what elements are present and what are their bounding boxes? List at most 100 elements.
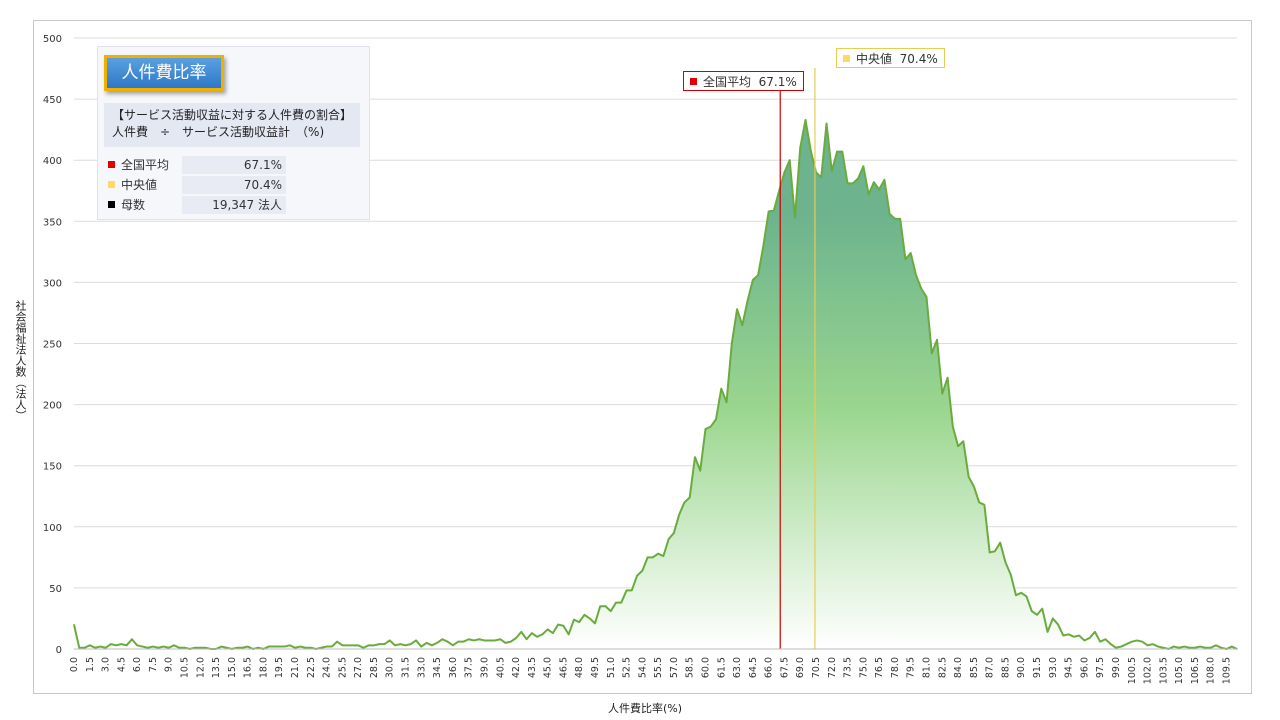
chart-frame — [33, 20, 1252, 694]
data-point — [968, 476, 970, 478]
data-point — [94, 647, 96, 649]
data-point — [515, 637, 517, 639]
data-point — [294, 647, 296, 649]
data-point — [799, 147, 801, 149]
y-tick-label: 400 — [43, 156, 62, 167]
data-point — [862, 165, 864, 167]
data-point — [973, 485, 975, 488]
data-point — [941, 393, 943, 395]
data-point — [978, 501, 980, 503]
data-point — [431, 644, 433, 646]
y-tick-label: 350 — [43, 217, 62, 228]
data-point — [710, 425, 712, 428]
data-point — [89, 644, 91, 646]
y-tick-label: 50 — [49, 584, 62, 595]
data-point — [273, 645, 275, 648]
data-point — [641, 570, 643, 572]
data-point — [520, 631, 522, 633]
data-point — [478, 638, 480, 640]
x-tick-label: 100.5 — [1127, 657, 1138, 684]
x-tick-label: 76.5 — [874, 657, 885, 678]
data-point — [841, 151, 843, 153]
data-point — [1068, 633, 1070, 635]
data-point — [668, 538, 670, 540]
x-tick-label: 82.5 — [937, 657, 948, 678]
data-point — [1178, 647, 1180, 649]
data-point — [199, 647, 201, 649]
data-point — [1199, 645, 1201, 648]
data-point — [725, 401, 728, 403]
data-point — [462, 641, 465, 643]
data-point — [157, 647, 159, 649]
data-point — [873, 181, 875, 183]
data-point — [594, 622, 596, 624]
data-point — [962, 440, 964, 442]
data-point — [999, 542, 1001, 544]
data-point — [1031, 610, 1033, 612]
data-point — [657, 553, 659, 555]
x-tick-label: 87.0 — [985, 657, 996, 678]
data-point — [247, 645, 249, 648]
data-point — [1015, 594, 1017, 596]
data-point — [746, 300, 749, 302]
x-tick-label: 21.0 — [290, 657, 301, 678]
x-tick-label: 103.5 — [1158, 657, 1169, 684]
mean-callout-icon — [690, 78, 697, 85]
data-point — [104, 647, 107, 649]
x-tick-label: 42.0 — [511, 657, 522, 678]
data-point — [573, 619, 575, 621]
data-point — [589, 617, 591, 620]
data-point — [683, 501, 686, 503]
data-point — [568, 633, 570, 635]
data-point — [946, 377, 949, 379]
data-point — [283, 645, 286, 648]
data-point — [447, 641, 449, 643]
data-point — [925, 296, 928, 298]
data-point — [857, 177, 859, 180]
data-point — [810, 149, 812, 152]
data-point — [1036, 614, 1038, 616]
data-point — [499, 638, 501, 640]
y-axis-title: 社会福祉法人数（法人） — [14, 300, 27, 421]
x-tick-label: 105.0 — [1174, 657, 1185, 684]
data-point — [289, 644, 291, 646]
x-tick-label: 90.0 — [1016, 657, 1027, 678]
data-point — [694, 456, 696, 458]
stat-row-count: 母数 19,347 法人 — [104, 196, 286, 214]
data-point — [731, 342, 733, 345]
x-tick-label: 70.5 — [811, 657, 822, 678]
stat-label: 全国平均 — [121, 158, 170, 172]
data-point — [1115, 647, 1117, 649]
y-tick-label: 150 — [43, 462, 62, 473]
data-point — [141, 645, 144, 648]
data-point — [425, 642, 428, 644]
data-point — [368, 644, 370, 646]
y-tick-label: 100 — [43, 523, 62, 534]
x-tick-label: 34.5 — [432, 657, 443, 678]
data-point — [1025, 595, 1028, 598]
data-point — [1083, 639, 1085, 642]
x-tick-label: 106.5 — [1190, 657, 1201, 684]
data-point — [757, 274, 759, 276]
data-point — [610, 610, 612, 612]
x-tick-label: 25.5 — [337, 657, 348, 678]
data-point — [131, 638, 133, 640]
data-point — [173, 644, 175, 646]
data-point — [168, 647, 170, 649]
data-point — [310, 647, 312, 649]
data-point — [736, 308, 738, 310]
x-tick-label: 85.5 — [969, 657, 980, 678]
data-point — [304, 647, 307, 649]
x-tick-label: 67.5 — [779, 657, 790, 678]
data-point — [1104, 638, 1107, 640]
x-tick-label: 39.0 — [479, 657, 490, 678]
data-point — [1141, 641, 1143, 643]
y-tick-label: 300 — [43, 278, 62, 289]
x-tick-label: 102.0 — [1143, 657, 1154, 684]
data-point — [868, 193, 870, 196]
mean-callout-label: 全国平均 — [703, 75, 752, 89]
data-point — [547, 628, 549, 631]
data-point — [825, 122, 828, 125]
data-point — [768, 210, 770, 213]
